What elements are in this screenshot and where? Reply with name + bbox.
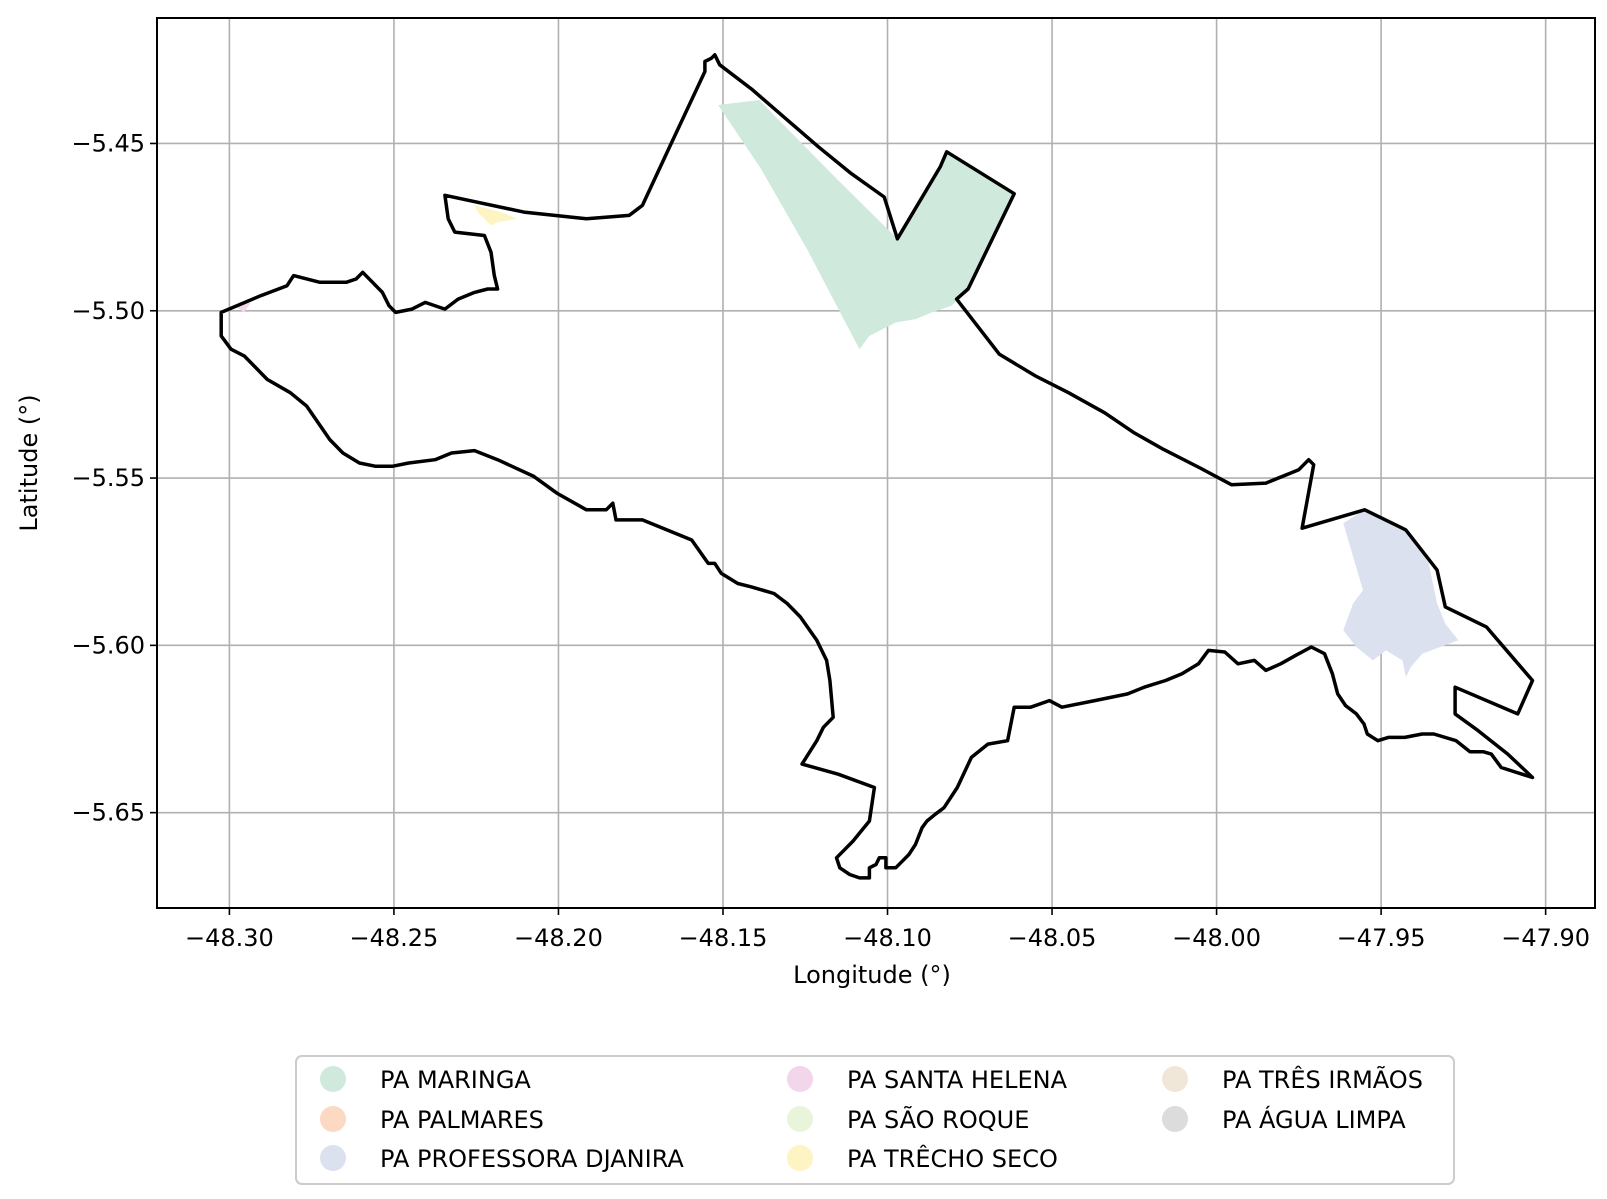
x-tick-label: −48.20	[514, 924, 603, 952]
region-pa-professora-djanira	[1343, 509, 1459, 678]
legend-item-pa-maringa: PA MARINGA	[320, 1066, 531, 1094]
legend-label: PA SANTA HELENA	[847, 1066, 1068, 1094]
legend-marker	[1162, 1066, 1188, 1092]
x-tick-label: −47.95	[1337, 924, 1426, 952]
legend: PA MARINGA PA PALMARES PA PROFESSORA DJANI…	[295, 1055, 1455, 1185]
y-tick-label: −5.50	[71, 297, 145, 325]
x-tick-label: −48.05	[1008, 924, 1097, 952]
plot-frame	[156, 17, 1596, 909]
legend-marker	[787, 1145, 813, 1171]
region-pa-trecho-seco	[474, 205, 518, 226]
region-pa-maringa	[718, 100, 1015, 350]
legend-item-pa-sao-roque: PA SÃO ROQUE	[787, 1104, 1029, 1134]
y-axis-label: Latitude (°)	[15, 394, 43, 531]
x-tick-label: −48.10	[843, 924, 932, 952]
x-axis-label: Longitude (°)	[793, 961, 951, 989]
y-tick-label: −5.60	[71, 631, 145, 659]
x-tick-label: −48.00	[1172, 924, 1261, 952]
legend-marker	[320, 1145, 346, 1171]
grid-lines	[157, 18, 1595, 908]
legend-item-pa-santa-helena: PA SANTA HELENA	[787, 1066, 1068, 1094]
legend-item-pa-professora-djanira: PA PROFESSORA DJANIRA	[320, 1145, 684, 1173]
x-tick-label: −47.90	[1501, 924, 1590, 952]
x-tick-label: −48.30	[185, 924, 274, 952]
legend-item-pa-agua-limpa: PA ÁGUA LIMPA	[1162, 1105, 1406, 1134]
legend-label: PA TRÊS IRMÃOS	[1222, 1064, 1423, 1094]
y-tick-label: −5.55	[71, 464, 145, 492]
legend-item-pa-trecho-seco: PA TRÊCHO SECO	[787, 1144, 1058, 1173]
legend-marker	[787, 1066, 813, 1092]
x-tick-label: −48.25	[350, 924, 439, 952]
map-regions	[234, 100, 1459, 678]
legend-label: PA ÁGUA LIMPA	[1222, 1105, 1406, 1134]
axis-ticks: −48.30 −48.25 −48.20 −48.15 −48.10 −48.05 −48.…	[71, 129, 1590, 952]
legend-label: PA SÃO ROQUE	[847, 1104, 1029, 1134]
legend-item-pa-palmares: PA PALMARES	[320, 1106, 544, 1134]
legend-label: PA PROFESSORA DJANIRA	[380, 1145, 684, 1173]
legend-marker	[787, 1106, 813, 1132]
legend-marker	[320, 1066, 346, 1092]
legend-label: PA MARINGA	[380, 1066, 531, 1094]
legend-frame	[295, 1055, 1455, 1185]
legend-marker	[320, 1106, 346, 1132]
legend-item-pa-tres-irmaos: PA TRÊS IRMÃOS	[1162, 1064, 1423, 1094]
boundary-outline	[219, 53, 1535, 880]
legend-label: PA TRÊCHO SECO	[847, 1144, 1058, 1173]
x-tick-label: −48.15	[679, 924, 768, 952]
y-tick-label: −5.65	[71, 799, 145, 827]
y-tick-label: −5.45	[71, 129, 145, 157]
legend-marker	[1162, 1106, 1188, 1132]
municipality-boundary	[219, 53, 1535, 880]
legend-label: PA PALMARES	[380, 1106, 544, 1134]
